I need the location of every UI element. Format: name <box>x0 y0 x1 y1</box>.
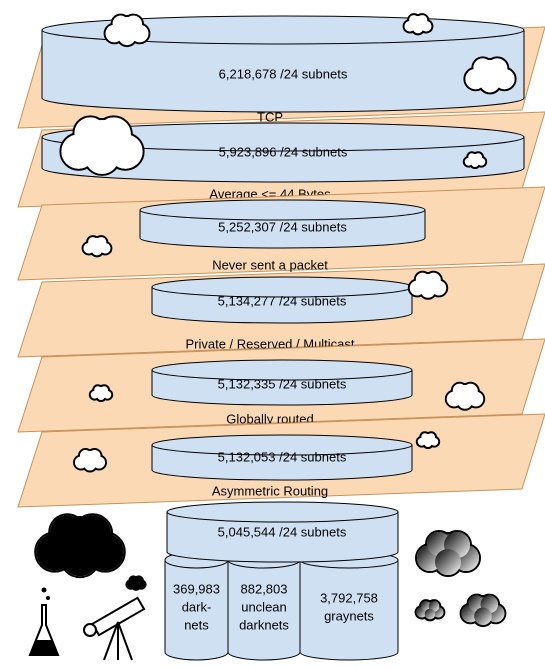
filter-label: Asymmetric Routing <box>212 483 328 498</box>
cloud <box>83 236 112 256</box>
cloud-part <box>84 459 96 471</box>
bubble <box>46 596 50 600</box>
cloud-part <box>425 609 436 620</box>
subnet-count: 5,923,896 /24 subnets <box>219 144 348 159</box>
cloud-part <box>133 583 139 589</box>
cloud <box>417 432 439 448</box>
cylinder-top <box>167 502 398 522</box>
subnet-count: 6,218,678 /24 subnets <box>219 66 348 81</box>
cloud-part <box>85 140 119 174</box>
cloud-part <box>471 159 479 167</box>
cloud-part <box>480 72 500 92</box>
cylinder-top <box>140 200 425 220</box>
funnel-diagram: TCP6,218,678 /24 subnetsAverage <= 44 By… <box>0 0 545 669</box>
cloud <box>126 576 145 590</box>
subnet-count: 5,252,307 /24 subnets <box>218 219 347 234</box>
cloud-part <box>97 392 105 400</box>
cloud-part <box>458 394 473 409</box>
cloud-part <box>424 439 432 447</box>
split-label: darknets <box>239 617 289 632</box>
cloud-part <box>92 245 103 256</box>
split-label: 882,803 <box>241 581 288 596</box>
subnet-count: 5,132,335 /24 subnets <box>218 376 347 391</box>
split-label: graynets <box>324 608 374 623</box>
split-label: 3,792,758 <box>320 590 378 605</box>
cloud-part <box>413 23 424 34</box>
telescope-icon <box>84 598 144 660</box>
cloud <box>416 600 445 620</box>
cloud <box>105 15 150 47</box>
icons <box>30 588 144 661</box>
subnet-count: 5,132,053 /24 subnets <box>218 449 347 464</box>
cloud <box>404 14 433 34</box>
cloud-part <box>435 549 461 575</box>
split-label: 369,983 <box>173 581 220 596</box>
cloud-part <box>130 577 136 583</box>
cloud-part <box>61 539 98 576</box>
bubble <box>42 588 47 593</box>
cloud-part <box>474 608 492 626</box>
cloud-part <box>421 283 436 298</box>
cloud <box>74 449 106 472</box>
cloud-part <box>118 28 136 46</box>
cloud <box>35 514 125 577</box>
split-label: unclean <box>241 599 287 614</box>
cloud <box>461 595 506 626</box>
cloud <box>464 152 486 168</box>
subnet-count: 5,045,544 /24 subnets <box>218 524 347 539</box>
split-label: nets <box>184 617 209 632</box>
cloud <box>416 531 480 576</box>
filter-label: Never sent a packet <box>212 257 328 272</box>
split-label: dark- <box>182 599 212 614</box>
cloud <box>90 385 112 401</box>
subnet-count: 5,134,277 /24 subnets <box>218 293 347 308</box>
